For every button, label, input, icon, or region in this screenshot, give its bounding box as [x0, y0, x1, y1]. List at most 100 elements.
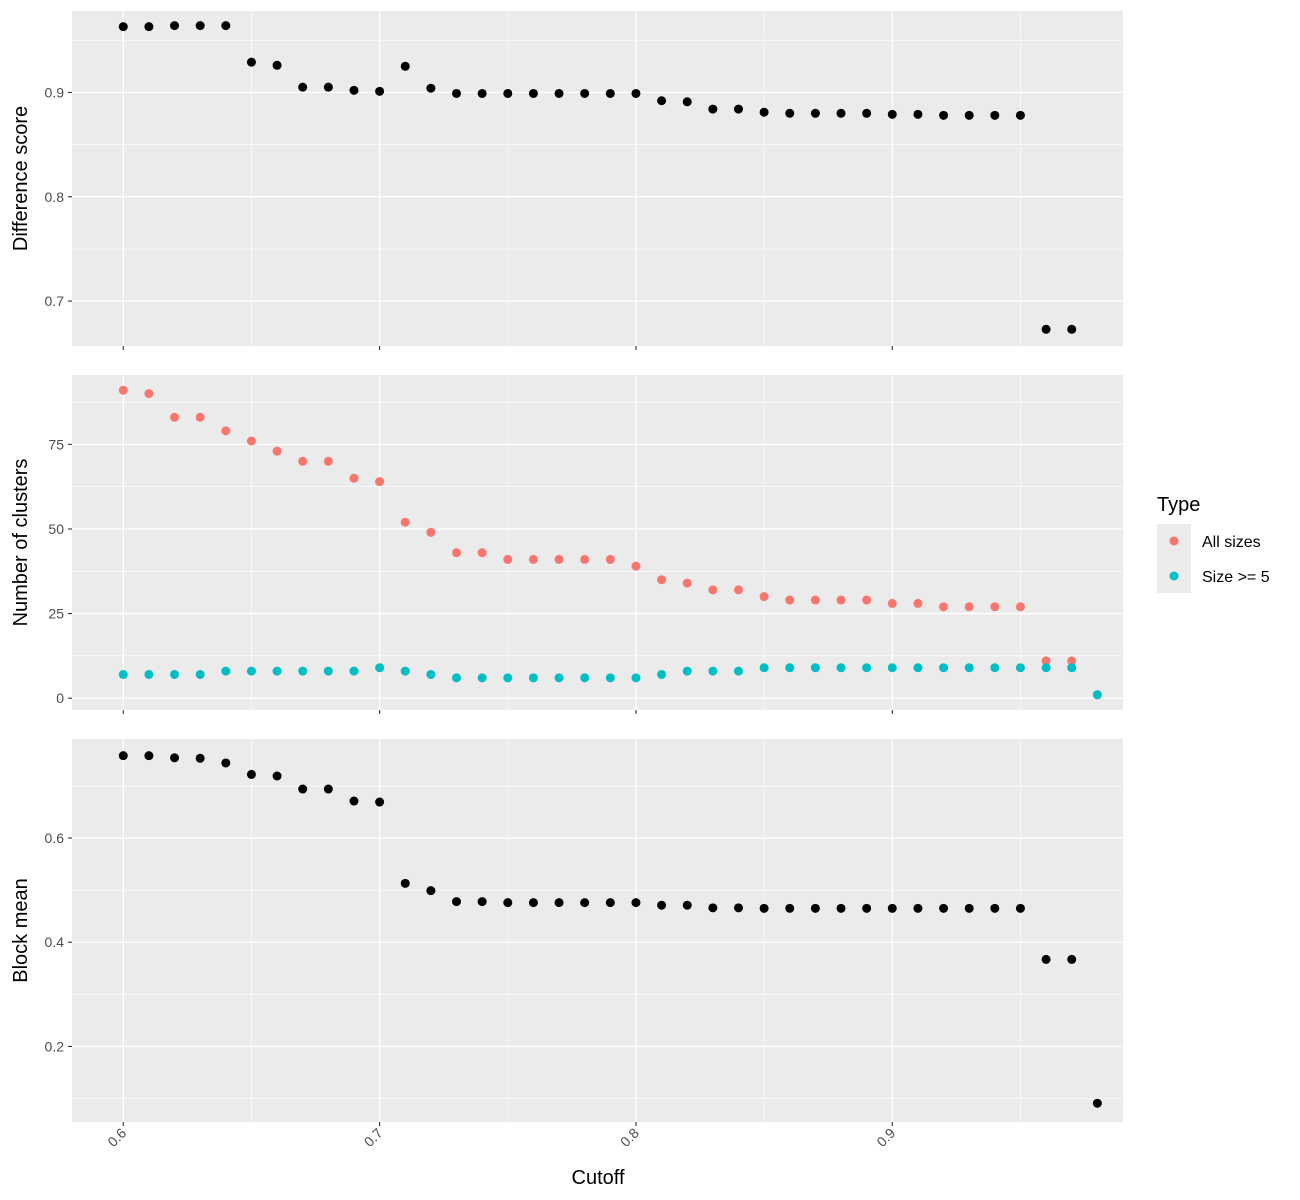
data-point	[323, 784, 333, 794]
data-point	[503, 673, 513, 683]
data-point	[426, 83, 436, 93]
data-point	[631, 561, 641, 571]
data-point	[708, 104, 718, 114]
data-point	[810, 903, 820, 913]
data-point	[272, 666, 282, 676]
data-point	[1092, 1098, 1102, 1108]
data-point	[939, 110, 949, 120]
data-point	[836, 595, 846, 605]
data-point	[426, 886, 436, 896]
data-point	[1092, 690, 1102, 700]
data-point	[477, 897, 487, 907]
data-point	[221, 758, 231, 768]
data-point	[246, 57, 256, 67]
data-point	[528, 673, 538, 683]
data-point	[375, 797, 385, 807]
data-point	[1067, 656, 1077, 666]
y-tick-label: 25	[48, 606, 64, 622]
data-point	[1041, 656, 1051, 666]
x-tick-label: 0.6	[104, 1125, 129, 1150]
data-point	[759, 903, 769, 913]
y-tick-label: 0.2	[45, 1038, 65, 1054]
data-point	[375, 477, 385, 487]
y-tick-label: 0.9	[45, 84, 65, 100]
data-point	[990, 110, 1000, 120]
data-point	[759, 107, 769, 117]
data-point	[349, 473, 359, 483]
data-point	[170, 753, 180, 763]
data-point	[580, 554, 590, 564]
data-point	[1041, 954, 1051, 964]
data-point	[631, 673, 641, 683]
data-point	[144, 22, 154, 32]
data-point	[426, 669, 436, 679]
data-point	[657, 96, 667, 106]
y-tick-label: 75	[48, 436, 64, 452]
data-point	[1015, 663, 1025, 673]
y-tick-label: 0.6	[45, 830, 65, 846]
data-point	[477, 88, 487, 98]
y-axis-title: Block mean	[10, 878, 32, 983]
data-point	[272, 771, 282, 781]
data-point	[939, 663, 949, 673]
data-point	[682, 578, 692, 588]
data-point	[195, 412, 205, 422]
data-point	[246, 436, 256, 446]
data-point	[298, 666, 308, 676]
data-point	[195, 21, 205, 31]
data-point	[400, 878, 410, 888]
panel-background	[72, 375, 1123, 710]
panel-3: 0.2 0.4 0.6 Block mean 0.6 0.7 0.8 0.9	[10, 739, 1123, 1150]
data-point	[170, 669, 180, 679]
data-point	[375, 86, 385, 96]
data-point	[733, 585, 743, 595]
data-point	[785, 595, 795, 605]
panel-2: 0 25 50 75 Number of clusters	[10, 375, 1123, 714]
data-point	[503, 554, 513, 564]
data-point	[733, 903, 743, 913]
data-point	[708, 666, 718, 676]
data-point	[810, 595, 820, 605]
data-point	[118, 751, 128, 761]
data-point	[580, 898, 590, 908]
data-point	[118, 669, 128, 679]
data-point	[1015, 602, 1025, 612]
legend-label-all-sizes: All sizes	[1202, 534, 1261, 551]
data-point	[144, 751, 154, 761]
data-point	[836, 108, 846, 118]
data-point	[170, 21, 180, 31]
data-point	[1067, 663, 1077, 673]
data-point	[887, 109, 897, 119]
data-point	[964, 903, 974, 913]
data-point	[1015, 110, 1025, 120]
data-point	[272, 446, 282, 456]
data-point	[759, 663, 769, 673]
data-point	[862, 663, 872, 673]
data-point	[580, 673, 590, 683]
data-point	[682, 900, 692, 910]
panel-1: 0.7 0.8 0.9 Difference score	[10, 11, 1123, 350]
data-point	[785, 108, 795, 118]
data-point	[298, 456, 308, 466]
data-point	[528, 554, 538, 564]
data-point	[605, 88, 615, 98]
data-point	[118, 22, 128, 32]
data-point	[708, 903, 718, 913]
data-point	[477, 673, 487, 683]
data-point	[554, 673, 564, 683]
data-point	[554, 554, 564, 564]
data-point	[759, 592, 769, 602]
data-point	[964, 602, 974, 612]
data-point	[554, 898, 564, 908]
series-values	[118, 751, 1102, 1108]
data-point	[682, 666, 692, 676]
data-point	[118, 385, 128, 395]
panel-background	[72, 739, 1123, 1122]
data-point	[939, 602, 949, 612]
data-point	[452, 897, 462, 907]
data-point	[400, 666, 410, 676]
data-point	[1041, 324, 1051, 334]
data-point	[221, 426, 231, 436]
data-point	[170, 412, 180, 422]
data-point	[836, 663, 846, 673]
